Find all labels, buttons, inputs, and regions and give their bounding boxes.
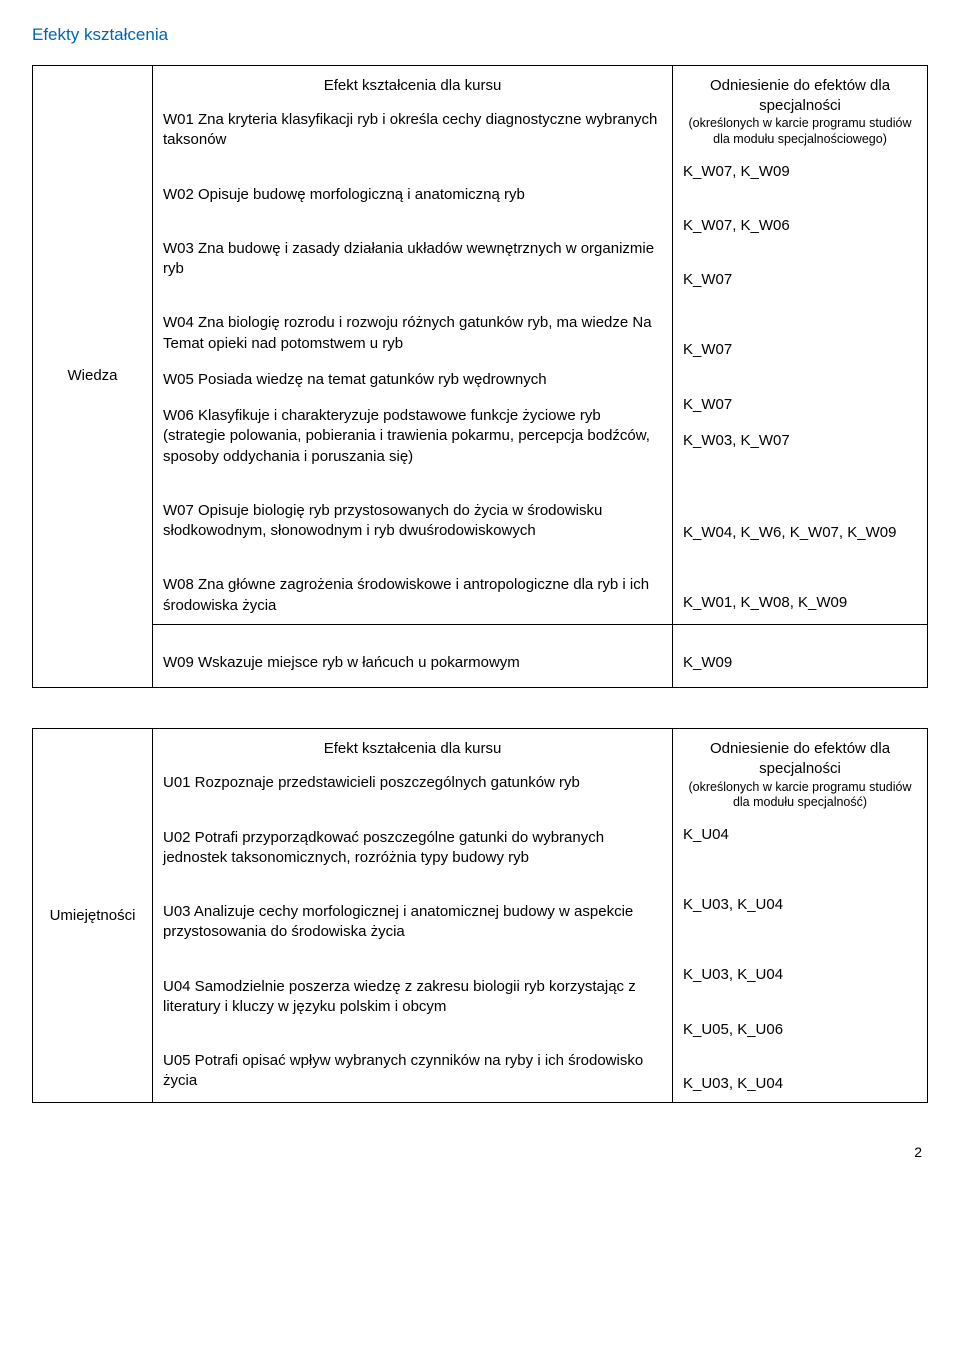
category-label: Wiedza bbox=[67, 367, 117, 384]
table-umiejetnosci: Umiejętności Efekt kształcenia dla kursu… bbox=[32, 728, 928, 1103]
table-row: Umiejętności Efekt kształcenia dla kursu… bbox=[33, 729, 928, 1103]
ref-code: K_W07 bbox=[673, 387, 927, 423]
ref-code: K_U04 bbox=[673, 817, 927, 853]
ref-code: K_W04, K_W6, K_W07, K_W09 bbox=[673, 515, 927, 551]
effect-text: W07 Opisuje biologię ryb przystosowanych… bbox=[153, 493, 672, 550]
table-row: Wiedza Efekt kształcenia dla kursu W01 Z… bbox=[33, 65, 928, 624]
right-header-line2: (określonych w karcie programu studiów d… bbox=[679, 116, 921, 147]
table-row: W09 Wskazuje miejsce ryb w łańcuch u pok… bbox=[33, 624, 928, 687]
effect-text: W08 Zna główne zagrożenia środowiskowe i… bbox=[153, 567, 672, 624]
effect-text: W03 Zna budowę i zasady działania układó… bbox=[153, 231, 672, 288]
category-cell: Wiedza bbox=[33, 65, 153, 687]
table-wiedza: Wiedza Efekt kształcenia dla kursu W01 Z… bbox=[32, 65, 928, 688]
ref-code: K_W03, K_W07 bbox=[673, 423, 927, 459]
effect-text: W05 Posiada wiedzę na temat gatunków ryb… bbox=[153, 362, 672, 398]
effect-text: W09 Wskazuje miejsce ryb w łańcuch u pok… bbox=[153, 625, 672, 687]
effect-text: W06 Klasyfikuje i charakteryzuje podstaw… bbox=[153, 398, 672, 475]
mid-header: Efekt kształcenia dla kursu bbox=[153, 66, 672, 102]
mid-cell: Efekt kształcenia dla kursu W01 Zna kryt… bbox=[153, 65, 673, 624]
ref-code: K_W07 bbox=[673, 262, 927, 298]
right-cell: Odniesienie do efektów dla specjalności … bbox=[673, 729, 928, 1103]
page-number: 2 bbox=[32, 1143, 928, 1162]
effect-text: U04 Samodzielnie poszerza wiedzę z zakre… bbox=[153, 969, 672, 1026]
mid-cell: Efekt kształcenia dla kursu U01 Rozpozna… bbox=[153, 729, 673, 1103]
effect-text: U05 Potrafi opisać wpływ wybranych czynn… bbox=[153, 1043, 672, 1100]
effect-text: U01 Rozpoznaje przedstawicieli poszczegó… bbox=[153, 765, 672, 801]
ref-code: K_U05, K_U06 bbox=[673, 1012, 927, 1048]
mid-cell: W09 Wskazuje miejsce ryb w łańcuch u pok… bbox=[153, 624, 673, 687]
right-header-line1: Odniesienie do efektów dla specjalności bbox=[679, 739, 921, 780]
right-header-line1: Odniesienie do efektów dla specjalności bbox=[679, 76, 921, 117]
ref-code: K_U03, K_U04 bbox=[673, 957, 927, 993]
right-cell: Odniesienie do efektów dla specjalności … bbox=[673, 65, 928, 624]
effect-text: U03 Analizuje cechy morfologicznej i ana… bbox=[153, 894, 672, 951]
category-label: Umiejętności bbox=[50, 907, 136, 924]
ref-code: K_U03, K_U04 bbox=[673, 1066, 927, 1102]
right-header-line2: (określonych w karcie programu studiów d… bbox=[679, 780, 921, 811]
ref-code: K_W07, K_W09 bbox=[673, 154, 927, 190]
right-cell: K_W09 bbox=[673, 624, 928, 687]
effect-text: W04 Zna biologię rozrodu i rozwoju różny… bbox=[153, 305, 672, 362]
ref-code: K_W09 bbox=[673, 625, 927, 687]
page-title: Efekty kształcenia bbox=[32, 24, 928, 47]
ref-code: K_U03, K_U04 bbox=[673, 887, 927, 923]
ref-code: K_W01, K_W08, K_W09 bbox=[673, 585, 927, 621]
ref-code: K_W07 bbox=[673, 332, 927, 368]
category-cell: Umiejętności bbox=[33, 729, 153, 1103]
effect-text: W01 Zna kryteria klasyfikacji ryb i okre… bbox=[153, 102, 672, 159]
ref-code: K_W07, K_W06 bbox=[673, 208, 927, 244]
effect-text: U02 Potrafi przyporządkować poszczególne… bbox=[153, 820, 672, 877]
effect-text: W02 Opisuje budowę morfologiczną i anato… bbox=[153, 177, 672, 213]
mid-header: Efekt kształcenia dla kursu bbox=[153, 729, 672, 765]
